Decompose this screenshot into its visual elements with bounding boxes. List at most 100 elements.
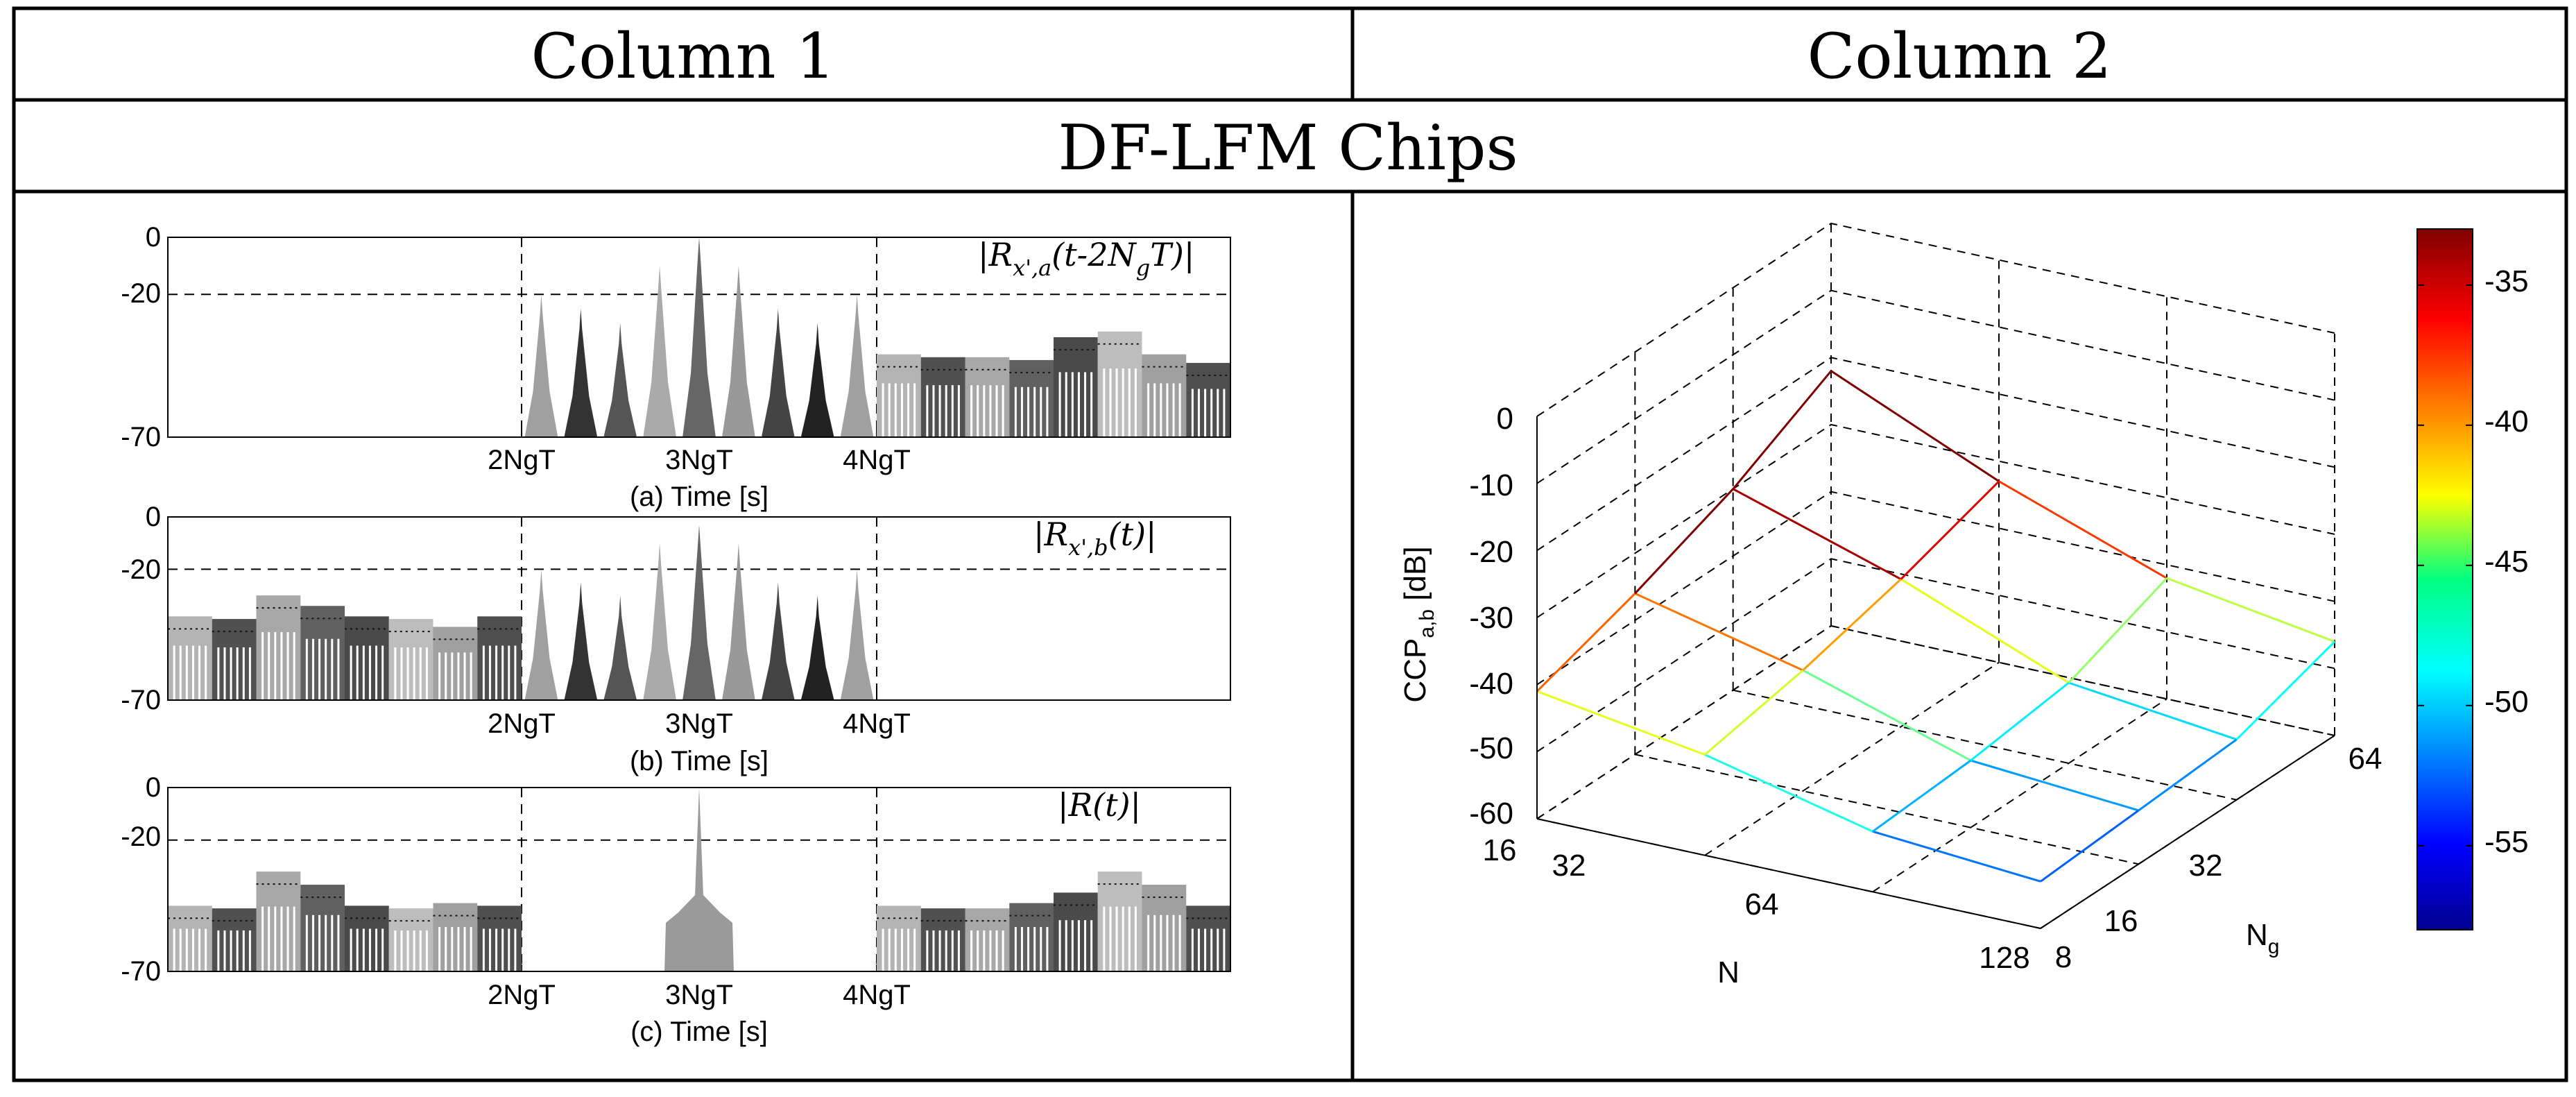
panel-a-spike: [721, 266, 755, 437]
panel-a-ytick-2: -70: [121, 422, 161, 452]
panel-b-block: [345, 616, 389, 700]
panel-b-block: [477, 616, 522, 700]
panel-a-xtick-1: 3NgT: [665, 445, 733, 475]
surface-xtick-1: 32: [1552, 849, 1586, 883]
panel-a-ytick-1: -20: [121, 278, 161, 309]
surface-grid-floor: [1872, 698, 2167, 893]
surface-grid-floor: [1733, 689, 2237, 801]
surface-xtick-2: 64: [1745, 887, 1779, 921]
surface-ztick-5: -50: [1469, 731, 1513, 765]
surface-xtick-3: 128: [1979, 941, 2029, 975]
panel-a-marks: [168, 237, 1230, 437]
panel-c: 0 -20 -70 2NgT 3NgT 4NgT (c) Time [s] |R…: [121, 772, 1231, 1047]
surface-mesh: [1536, 370, 2336, 883]
panel-c-block: [168, 905, 212, 971]
surface-mesh-line: [1802, 578, 1902, 672]
surface-ztick-1: -10: [1469, 468, 1513, 502]
column2-header: Column 2: [1808, 20, 2112, 93]
surface-mesh-line: [1704, 669, 1804, 756]
panel-b-marks: [168, 517, 1230, 700]
panel-c-block: [877, 905, 921, 971]
panel-c-xtick-1: 3NgT: [665, 980, 733, 1010]
panel-b-xtick-2: 4NgT: [843, 708, 911, 739]
panel-c-ytick-2: -70: [121, 956, 161, 987]
surface-mesh-line: [2068, 577, 2168, 684]
surface-mesh-line: [1704, 754, 1873, 833]
colorbar: [2416, 228, 2473, 930]
surface-panel: 0 -10 -20 -30 -40 -50 -60 16 32 64 128 8…: [1398, 222, 2529, 989]
surface-axes: [1536, 416, 2335, 929]
surface-grid-floor: [1635, 754, 2139, 865]
panel-c-xtick-2: 4NgT: [843, 980, 911, 1010]
panel-c-block: [256, 871, 301, 971]
surface-mesh-line: [1900, 480, 2000, 580]
panel-c-xlabel: (c) Time [s]: [630, 1017, 768, 1047]
surface-mesh-line: [1802, 669, 1972, 762]
surface-mesh-line: [1900, 578, 2070, 684]
panel-a-block: [1097, 331, 1142, 437]
surface-ylabel: Ng: [2246, 918, 2279, 958]
colorbar-ticks: [2417, 284, 2473, 847]
panel-b-spike: [800, 595, 834, 700]
panel-c-ytick-0: 0: [146, 772, 161, 803]
panel-a-ytick-0: 0: [146, 222, 161, 253]
panel-a-block: [877, 354, 921, 437]
panel-b: 0 -20 -70 2NgT 3NgT 4NgT (b) Time [s] |R…: [121, 502, 1231, 776]
surface-grid-z: [1536, 222, 2335, 417]
surface-mesh-line: [2235, 640, 2336, 740]
colorbar-tick-0: -35: [2484, 264, 2529, 298]
surface-grid-z: [1536, 558, 2335, 753]
panel-a: 0 -20 -70 2NgT 3NgT 4NgT (a) Time [s] |R…: [121, 222, 1231, 512]
panel-a-block: [1142, 354, 1187, 437]
row-title: DF-LFM Chips: [1058, 112, 1518, 185]
surface-mesh-line: [1970, 759, 2139, 812]
surface-zlabel: CCPa,b [dB]: [1398, 546, 1439, 702]
panel-b-spike: [524, 569, 558, 700]
surface-grid-floor: [1704, 661, 2000, 856]
panel-b-block: [168, 616, 212, 700]
surface-mesh-line: [1970, 681, 2070, 762]
panel-a-spike: [564, 308, 598, 437]
panel-b-xlabel: (b) Time [s]: [630, 746, 768, 776]
panel-b-block: [212, 619, 257, 700]
surface-mesh-line: [1732, 370, 1832, 490]
colorbar-tick-4: -55: [2484, 825, 2529, 859]
surface-mesh-line: [1732, 488, 1902, 580]
panel-a-spike: [800, 323, 834, 437]
panel-a-spike: [840, 294, 874, 437]
surface-mesh-line: [2138, 738, 2238, 812]
surface-xlabel: N: [1717, 955, 1740, 989]
panel-b-block: [388, 619, 433, 700]
panel-b-spike: [603, 595, 637, 700]
panel-c-ytick-1: -20: [121, 822, 161, 852]
column1-header: Column 1: [531, 20, 836, 93]
panel-b-axes: [167, 516, 1231, 701]
panel-b-xtick-0: 2NgT: [488, 708, 556, 739]
surface-mesh-line: [1872, 830, 2041, 883]
colorbar-tick-1: -40: [2484, 405, 2529, 439]
panel-b-block: [256, 595, 301, 700]
panel-b-title: |Rx',b(t)|: [1033, 516, 1157, 561]
surface-mesh-line: [2068, 681, 2238, 741]
surface-ytick-3: 64: [2349, 742, 2382, 776]
surface-mesh-line: [1634, 592, 1803, 672]
panel-c-block: [1009, 903, 1054, 971]
panel-b-spike: [721, 543, 755, 700]
panel-a-spike: [643, 266, 677, 437]
surface-ztick-2: -20: [1469, 535, 1513, 569]
panel-c-axes: [167, 787, 1231, 972]
surface-grid-z: [1536, 357, 2335, 552]
surface-ztick-4: -40: [1469, 667, 1513, 701]
surface-mesh-line: [1830, 370, 2000, 482]
panel-c-block: [433, 903, 478, 971]
surface-mesh-line: [1536, 593, 1636, 692]
panel-a-block: [965, 357, 1010, 437]
panel-b-spike: [643, 543, 677, 700]
surface-ztick-0: 0: [1497, 402, 1513, 436]
panel-c-xtick-0: 2NgT: [488, 980, 556, 1010]
surface-ytick-0: 8: [2055, 940, 2072, 974]
surface-grid-floor: [1536, 625, 1832, 819]
panel-b-block: [300, 606, 345, 700]
panel-b-spike: [682, 525, 716, 700]
panel-b-ytick-2: -70: [121, 685, 161, 715]
